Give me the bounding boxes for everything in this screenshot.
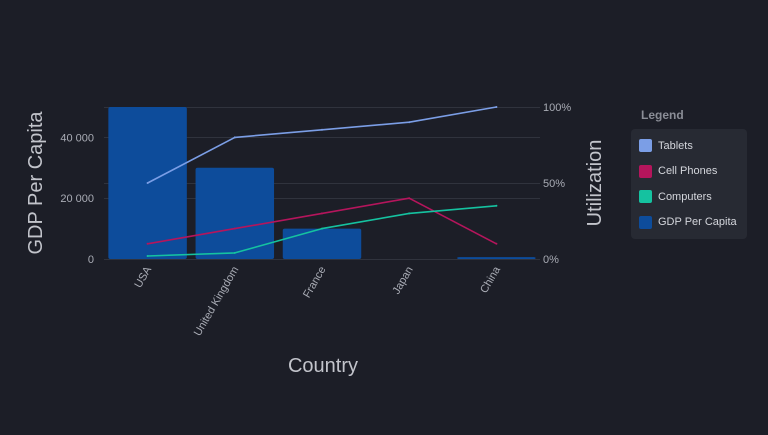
line-series — [146, 106, 498, 257]
legend-swatch-cell-phones — [639, 164, 652, 178]
point-computers-china — [495, 204, 498, 207]
legend-label-gdp-per-capita: GDP Per Capita — [658, 216, 737, 229]
x-tick-label: Japan — [390, 265, 415, 297]
legend-label-tablets: Tablets — [658, 139, 693, 152]
bar-china — [457, 257, 536, 259]
y2-tick-label: 0% — [543, 254, 559, 266]
legend-title: Legend — [641, 108, 684, 122]
legend-swatch-computers — [639, 190, 652, 204]
legend-box: Tablets Cell Phones Computers GDP Per Ca… — [631, 129, 747, 239]
point-tablets-china — [495, 106, 498, 108]
legend-item-tablets[interactable]: Tablets — [631, 133, 747, 159]
legend-item-gdp-per-capita[interactable]: GDP Per Capita — [631, 210, 747, 236]
point-cell-phones-china — [495, 242, 498, 245]
point-cell-phones-japan — [408, 197, 411, 200]
y2-tick-label: 100% — [543, 102, 571, 114]
x-tick-label: USA — [132, 264, 154, 290]
y-tick-label: 0 — [88, 254, 94, 266]
point-computers-usa — [146, 254, 149, 257]
point-cell-phones-usa — [146, 242, 149, 245]
legend-swatch-gdp-per-capita — [639, 215, 652, 229]
point-tablets-united-kingdom — [233, 136, 236, 139]
legend: Legend Tablets Cell Phones Computers GDP… — [631, 107, 747, 239]
bar-france — [282, 228, 362, 259]
x-tick-label: France — [301, 265, 329, 301]
legend-item-computers[interactable]: Computers — [631, 184, 747, 210]
point-tablets-japan — [408, 121, 411, 124]
x-tick-label: United Kingdom — [192, 265, 242, 339]
legend-item-cell-phones[interactable]: Cell Phones — [631, 159, 747, 185]
point-cell-phones-united-kingdom — [233, 227, 236, 230]
point-computers-japan — [408, 212, 411, 215]
y-tick-label: 20 000 — [60, 193, 94, 205]
x-axis-title: Country — [288, 355, 358, 377]
point-computers-france — [321, 227, 323, 230]
legend-label-cell-phones: Cell Phones — [658, 165, 718, 178]
x-tick-label: China — [478, 264, 503, 296]
y-axis-title: GDP Per Capita — [25, 111, 47, 255]
point-tablets-france — [321, 128, 323, 131]
legend-label-computers: Computers — [658, 190, 712, 203]
bar-united-kingdom — [195, 167, 275, 259]
y-tick-label: 40 000 — [60, 132, 94, 144]
y2-tick-label: 50% — [543, 178, 565, 190]
point-computers-united-kingdom — [233, 251, 236, 254]
point-tablets-usa — [146, 182, 149, 184]
point-cell-phones-france — [321, 212, 323, 215]
y2-axis-title: Utilization — [584, 140, 606, 227]
legend-swatch-tablets — [639, 139, 652, 153]
